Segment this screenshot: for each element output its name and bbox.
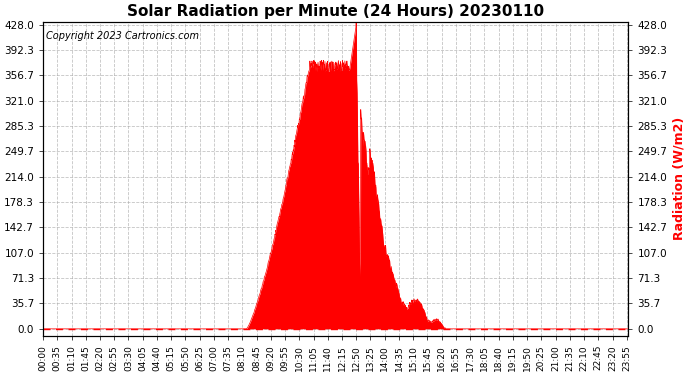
Title: Solar Radiation per Minute (24 Hours) 20230110: Solar Radiation per Minute (24 Hours) 20… xyxy=(127,4,544,19)
Text: Copyright 2023 Cartronics.com: Copyright 2023 Cartronics.com xyxy=(46,31,199,41)
Y-axis label: Radiation (W/m2): Radiation (W/m2) xyxy=(673,117,686,240)
